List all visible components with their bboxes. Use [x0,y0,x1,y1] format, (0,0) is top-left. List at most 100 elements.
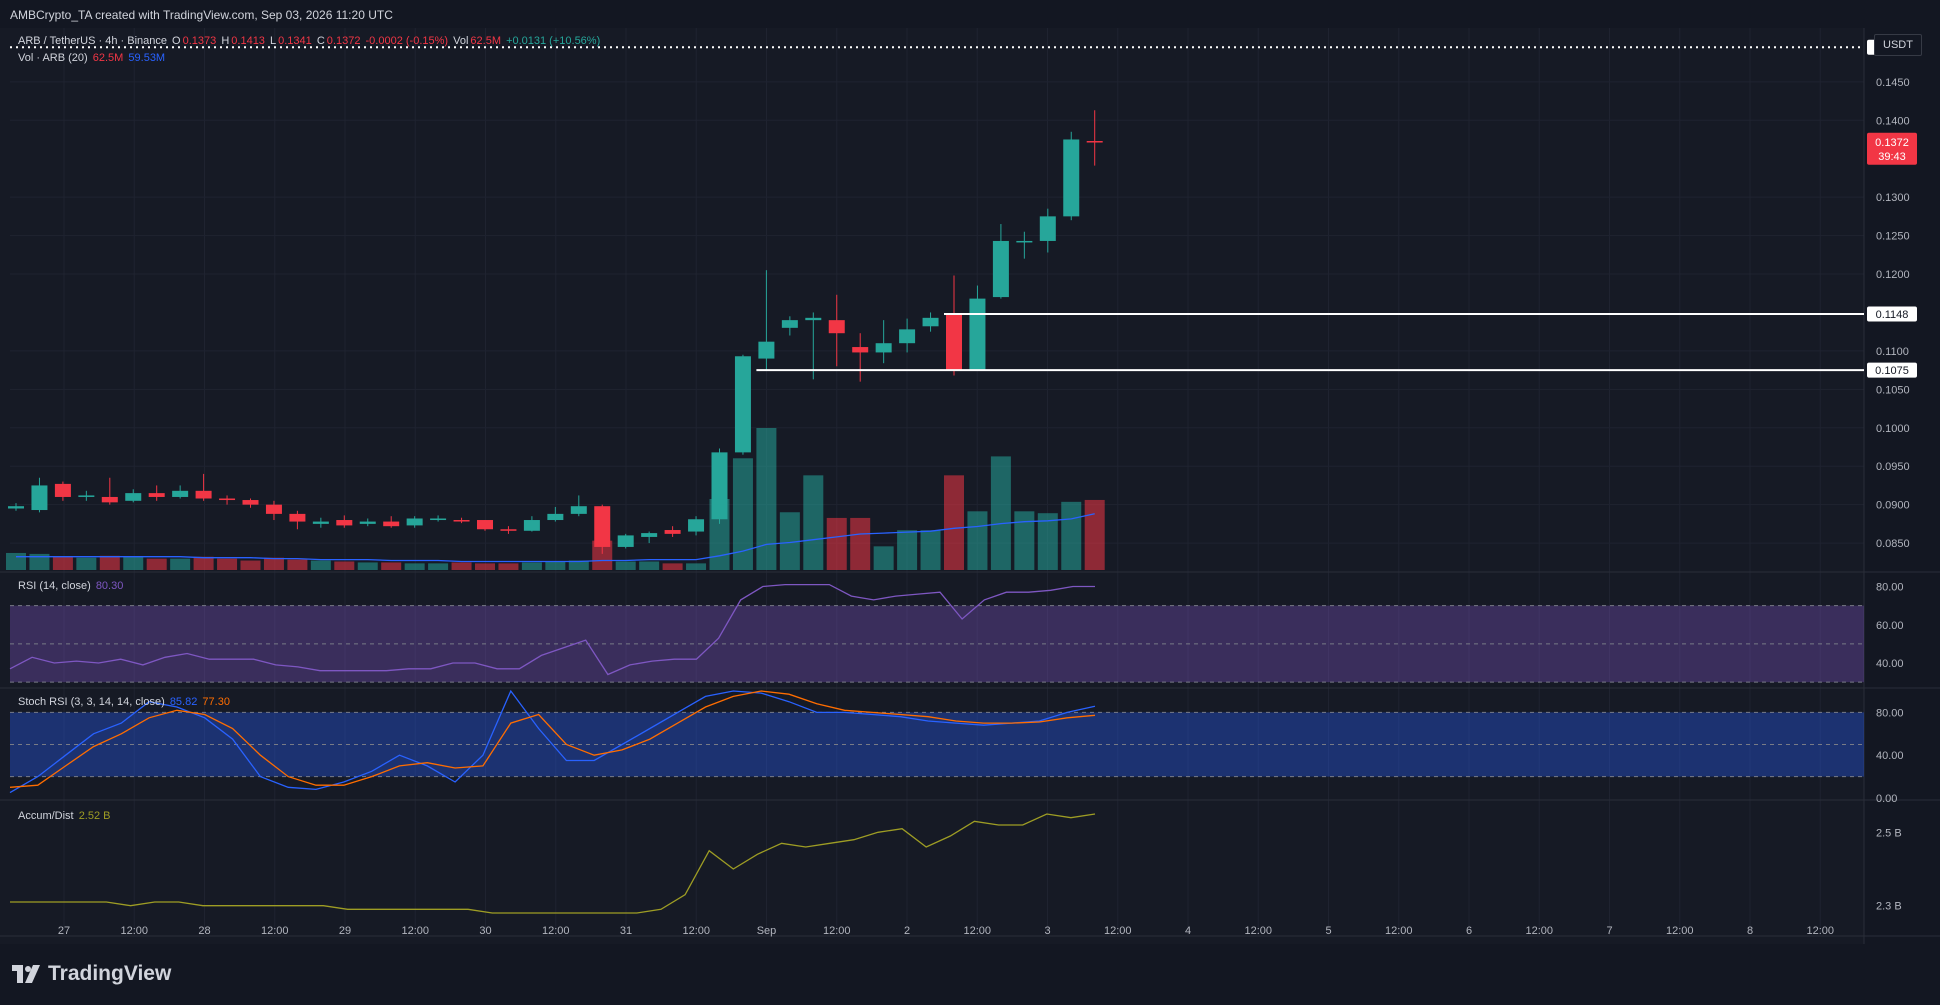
open-label: O [172,35,181,47]
volume-bar [592,540,613,570]
close-value: 0.1372 [326,35,361,47]
time-tick-label: 12:00 [1666,925,1694,937]
time-tick-label: 28 [198,925,210,937]
time-tick-label: 2 [904,925,910,937]
volume-bar [404,563,425,570]
candle-body [172,490,189,497]
volume-bar [756,428,777,570]
stoch-d-value: 77.30 [202,696,230,708]
open-value: 0.1373 [182,35,217,47]
candle-body [500,529,517,531]
volume-bar [240,560,261,570]
indicator-line [9,690,1096,788]
indicator-axis-label: 40.00 [1876,750,1904,762]
volume-bar [779,512,800,570]
candle-body [992,240,1009,298]
volume-legend: Vol · ARB (20) 62.5M 59.53M [18,52,167,64]
candle-body [688,519,705,532]
candle-body [875,343,892,353]
candle-body [852,347,869,353]
time-tick-label: 30 [479,925,491,937]
time-tick-label: Sep [757,925,777,937]
time-tick-label: 29 [339,925,351,937]
currency-button[interactable]: USDT [1874,34,1922,56]
volume-bar [334,561,355,570]
candle-body [101,496,118,503]
volume-bar [217,558,238,570]
volume-bar [310,560,331,570]
candle-body [195,490,212,499]
candle-body [828,320,845,334]
candle-body [148,493,165,497]
volume-bar [475,563,495,570]
ad-value: 2.52 B [78,810,111,822]
volume-bar [193,556,214,570]
indicator-axis-label: 80.00 [1876,707,1904,719]
volume-study-label: Vol · ARB (20) [18,52,88,64]
volume-bar [873,546,894,570]
time-tick-label: 27 [58,925,70,937]
candle-body [8,506,24,509]
candle-body [477,520,493,530]
last-price-bg [1867,132,1917,165]
time-tick-label: 3 [1044,925,1050,937]
credit-bar: AMBCrypto_TA created with TradingView.co… [0,0,1940,28]
candle-body [594,506,611,547]
ad-title: Accum/Dist [18,810,74,822]
candle-body [664,530,681,534]
candle-body [453,520,470,522]
volume-bar [662,563,683,570]
candle-body [289,513,306,522]
candle-body [406,518,423,526]
price-tick-label: 0.1100 [1876,346,1909,358]
accum-dist-pane [10,813,1096,914]
time-tick-label: 12:00 [823,925,851,937]
rsi-legend: RSI (14, close) 80.30 [18,580,125,592]
stoch-k-value: 85.82 [169,696,198,708]
volume-bar [52,556,73,570]
volume-bar [826,517,847,570]
volume-bar [381,562,402,570]
close-label: C [316,35,325,47]
volume-bar [451,562,472,570]
chart-area[interactable]: 27 12:00 28 12:00 29 12:00 30 12:00 31 12:00 Sep 12… [0,28,1940,944]
candle-body [1063,139,1080,217]
volume-bar [170,558,191,570]
stoch-rsi-pane [9,689,1864,794]
high-value: 0.1413 [231,35,265,47]
candle-body [805,317,822,321]
bar-countdown-label: 39:43 [1878,151,1906,163]
time-tick-label: 12:00 [963,925,991,937]
candle-body [265,504,282,514]
candle-body [969,298,986,371]
volume-bar [545,561,566,570]
candle-body [430,518,447,521]
indicator-axis-label: 0.00 [1876,793,1897,805]
volume-bar [967,511,988,570]
symbol-label: ARB / TetherUS · 4h · Binance [18,35,167,47]
candle-body [758,341,775,359]
indicator-axis-label: 2.5 B [1876,827,1902,839]
volume-bar [1037,513,1058,570]
change-value: -0.0002 (-0.15%) [365,35,449,47]
candle-body [547,513,564,521]
price-tick-label: 0.0950 [1876,461,1910,473]
price-tick-label: 0.0850 [1876,538,1910,550]
tradingview-logo[interactable]: TradingView [12,962,171,986]
price-tick-label: 0.1050 [1876,384,1910,396]
volume-value: 62.5M [92,52,124,64]
volume-bar [568,560,589,570]
tradingview-logo-icon [12,965,40,983]
candle-body [31,485,48,511]
time-tick-label: 12:00 [120,925,148,937]
volume-bar [1061,501,1082,570]
vol-label: Vol [453,35,469,47]
footer: TradingView [0,944,1940,1005]
vol-change-value: +0.0131 (+10.56%) [506,35,601,47]
vol-value: 62.5M [470,35,501,47]
candle-body [1039,216,1056,241]
ad-legend: Accum/Dist 2.52 B [18,810,113,822]
volume-bar [428,563,449,570]
volume-bar [1014,511,1035,570]
volume-ma-value: 59.53M [128,52,166,64]
